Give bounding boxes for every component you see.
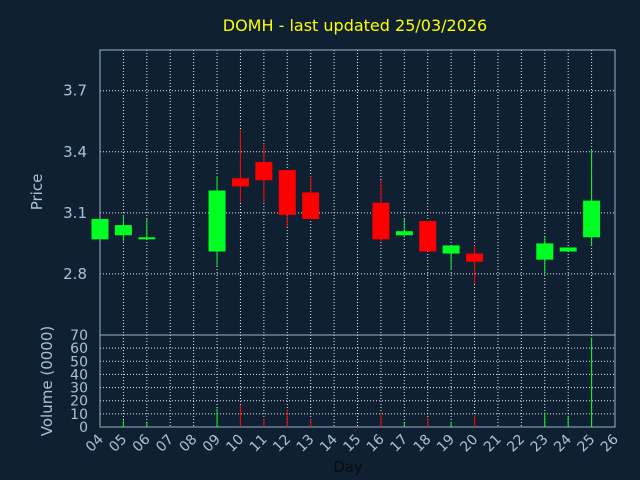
x-tick-label: 21 bbox=[481, 432, 505, 456]
price-panel: 2.8 3.1 3.4 3.7 bbox=[63, 49, 616, 336]
x-tick-label: 05 bbox=[106, 432, 130, 456]
x-tick-label: 16 bbox=[364, 431, 388, 455]
volume-frame bbox=[99, 334, 616, 428]
x-tick-label: 17 bbox=[387, 432, 411, 456]
x-tick-label: 09 bbox=[200, 432, 224, 456]
candle-day-12 bbox=[278, 170, 296, 228]
candle-body bbox=[559, 247, 577, 252]
x-tick-label: 10 bbox=[223, 432, 247, 456]
price-y-tick-label: 3.7 bbox=[63, 82, 87, 100]
x-tick-label: 26 bbox=[598, 431, 622, 455]
candle-day-5 bbox=[114, 214, 132, 242]
x-axis-ticks: 04 05 06 07 08 09 10 11 12 13 14 15 16 17 18 19 20 21 22 23… bbox=[83, 431, 622, 455]
price-candles bbox=[91, 129, 601, 285]
x-tick-label: 19 bbox=[434, 432, 458, 456]
candle-body bbox=[255, 161, 273, 181]
candle-body bbox=[278, 170, 296, 215]
candle-day-19 bbox=[442, 245, 460, 270]
candle-day-9 bbox=[208, 176, 226, 266]
candle-day-23 bbox=[536, 237, 554, 274]
candle-day-25 bbox=[583, 149, 601, 246]
price-y-tick-label: 2.8 bbox=[63, 265, 87, 283]
x-tick-label: 24 bbox=[551, 431, 575, 455]
candle-body bbox=[372, 202, 390, 240]
candle-day-16 bbox=[372, 180, 390, 242]
x-tick-label: 12 bbox=[270, 432, 294, 456]
candle-body bbox=[208, 190, 226, 252]
x-tick-label: 15 bbox=[340, 432, 364, 456]
price-y-tick-label: 3.1 bbox=[63, 204, 87, 222]
volume-bars bbox=[99, 337, 593, 427]
candle-day-10 bbox=[231, 129, 249, 203]
x-tick-label: 23 bbox=[528, 432, 552, 456]
x-tick-label: 06 bbox=[130, 431, 154, 455]
candle-day-11 bbox=[255, 143, 273, 203]
x-tick-label: 18 bbox=[411, 432, 435, 456]
candle-body bbox=[91, 218, 109, 240]
x-tick-label: 25 bbox=[574, 432, 598, 456]
x-tick-label: 07 bbox=[153, 432, 177, 456]
candle-body bbox=[466, 253, 484, 262]
price-grid bbox=[100, 50, 615, 335]
x-tick-label: 08 bbox=[177, 432, 201, 456]
candle-body bbox=[536, 243, 554, 260]
volume-y-tick-label: 60 bbox=[70, 341, 88, 357]
candle-day-18 bbox=[419, 221, 437, 252]
price-y-tick-label: 3.4 bbox=[63, 143, 87, 161]
candle-day-20 bbox=[466, 245, 484, 285]
x-axis-label: Day bbox=[333, 458, 363, 476]
volume-y-tick-label: 40 bbox=[70, 367, 88, 383]
candle-day-17 bbox=[395, 218, 413, 238]
volume-y-tick-label: 50 bbox=[70, 354, 88, 370]
volume-y-tick-label: 0 bbox=[79, 420, 88, 436]
volume-y-tick-label: 20 bbox=[70, 394, 88, 410]
chart-title: DOMH - last updated 25/03/2026 bbox=[223, 16, 487, 35]
candle-body bbox=[442, 245, 460, 254]
x-tick-label: 11 bbox=[247, 432, 271, 456]
volume-grid bbox=[100, 335, 615, 427]
candle-body bbox=[419, 221, 437, 252]
candle-body bbox=[583, 200, 601, 238]
candle-body bbox=[138, 237, 156, 240]
candle-body bbox=[231, 178, 249, 187]
candle-body bbox=[395, 231, 413, 236]
x-tick-label: 13 bbox=[294, 432, 318, 456]
volume-y-tick-label: 30 bbox=[70, 381, 88, 397]
candle-day-24 bbox=[559, 247, 577, 252]
candle-day-6 bbox=[138, 218, 156, 240]
candle-body bbox=[114, 225, 132, 236]
volume-axis-label: Volume (0000) bbox=[38, 326, 56, 436]
volume-y-tick-label: 10 bbox=[70, 407, 88, 423]
x-tick-label: 22 bbox=[504, 432, 528, 456]
candle-day-13 bbox=[302, 176, 320, 219]
volume-y-tick-label: 70 bbox=[70, 328, 88, 344]
candle-day-4 bbox=[91, 218, 109, 240]
candle-body bbox=[302, 192, 320, 219]
price-y-ticks: 2.8 3.1 3.4 3.7 bbox=[63, 82, 87, 283]
x-tick-label: 20 bbox=[457, 432, 481, 456]
x-tick-label: 14 bbox=[317, 431, 341, 455]
price-axis-label: Price bbox=[28, 174, 46, 211]
